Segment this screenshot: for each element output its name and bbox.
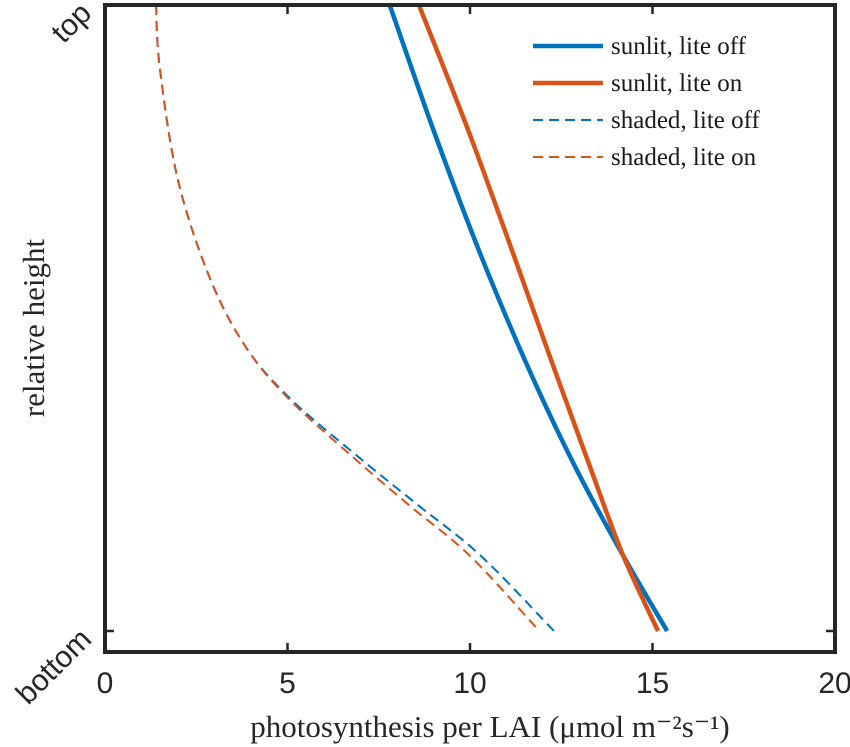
y-tick-label-top: top bbox=[45, 0, 98, 49]
y-tick-label-bottom: bottom bbox=[10, 623, 98, 711]
x-tick-label: 15 bbox=[636, 667, 669, 700]
legend: sunlit, lite off sunlit, lite on shaded, l… bbox=[533, 33, 760, 171]
legend-label-sunlit-lite-off: sunlit, lite off bbox=[611, 33, 747, 60]
x-axis-title: photosynthesis per LAI (μmol m⁻²s⁻¹) bbox=[250, 709, 730, 744]
x-tick-label: 10 bbox=[453, 667, 486, 700]
series-layer bbox=[155, 4, 670, 633]
x-tick-label: 5 bbox=[279, 667, 296, 700]
series-line-shaded-lite-off bbox=[155, 4, 555, 632]
x-tick-label: 0 bbox=[97, 667, 114, 700]
legend-label-shaded-lite-off: shaded, lite off bbox=[611, 107, 760, 134]
y-axis-title: relative height bbox=[16, 239, 51, 418]
legend-label-sunlit-lite-on: sunlit, lite on bbox=[611, 70, 743, 97]
x-tick-label: 20 bbox=[818, 667, 850, 700]
series-line-sunlit-lite-off bbox=[387, 4, 670, 633]
legend-label-shaded-lite-on: shaded, lite on bbox=[611, 144, 757, 171]
series-line-sunlit-lite-on bbox=[416, 4, 661, 632]
series-line-shaded-lite-on bbox=[155, 4, 541, 632]
